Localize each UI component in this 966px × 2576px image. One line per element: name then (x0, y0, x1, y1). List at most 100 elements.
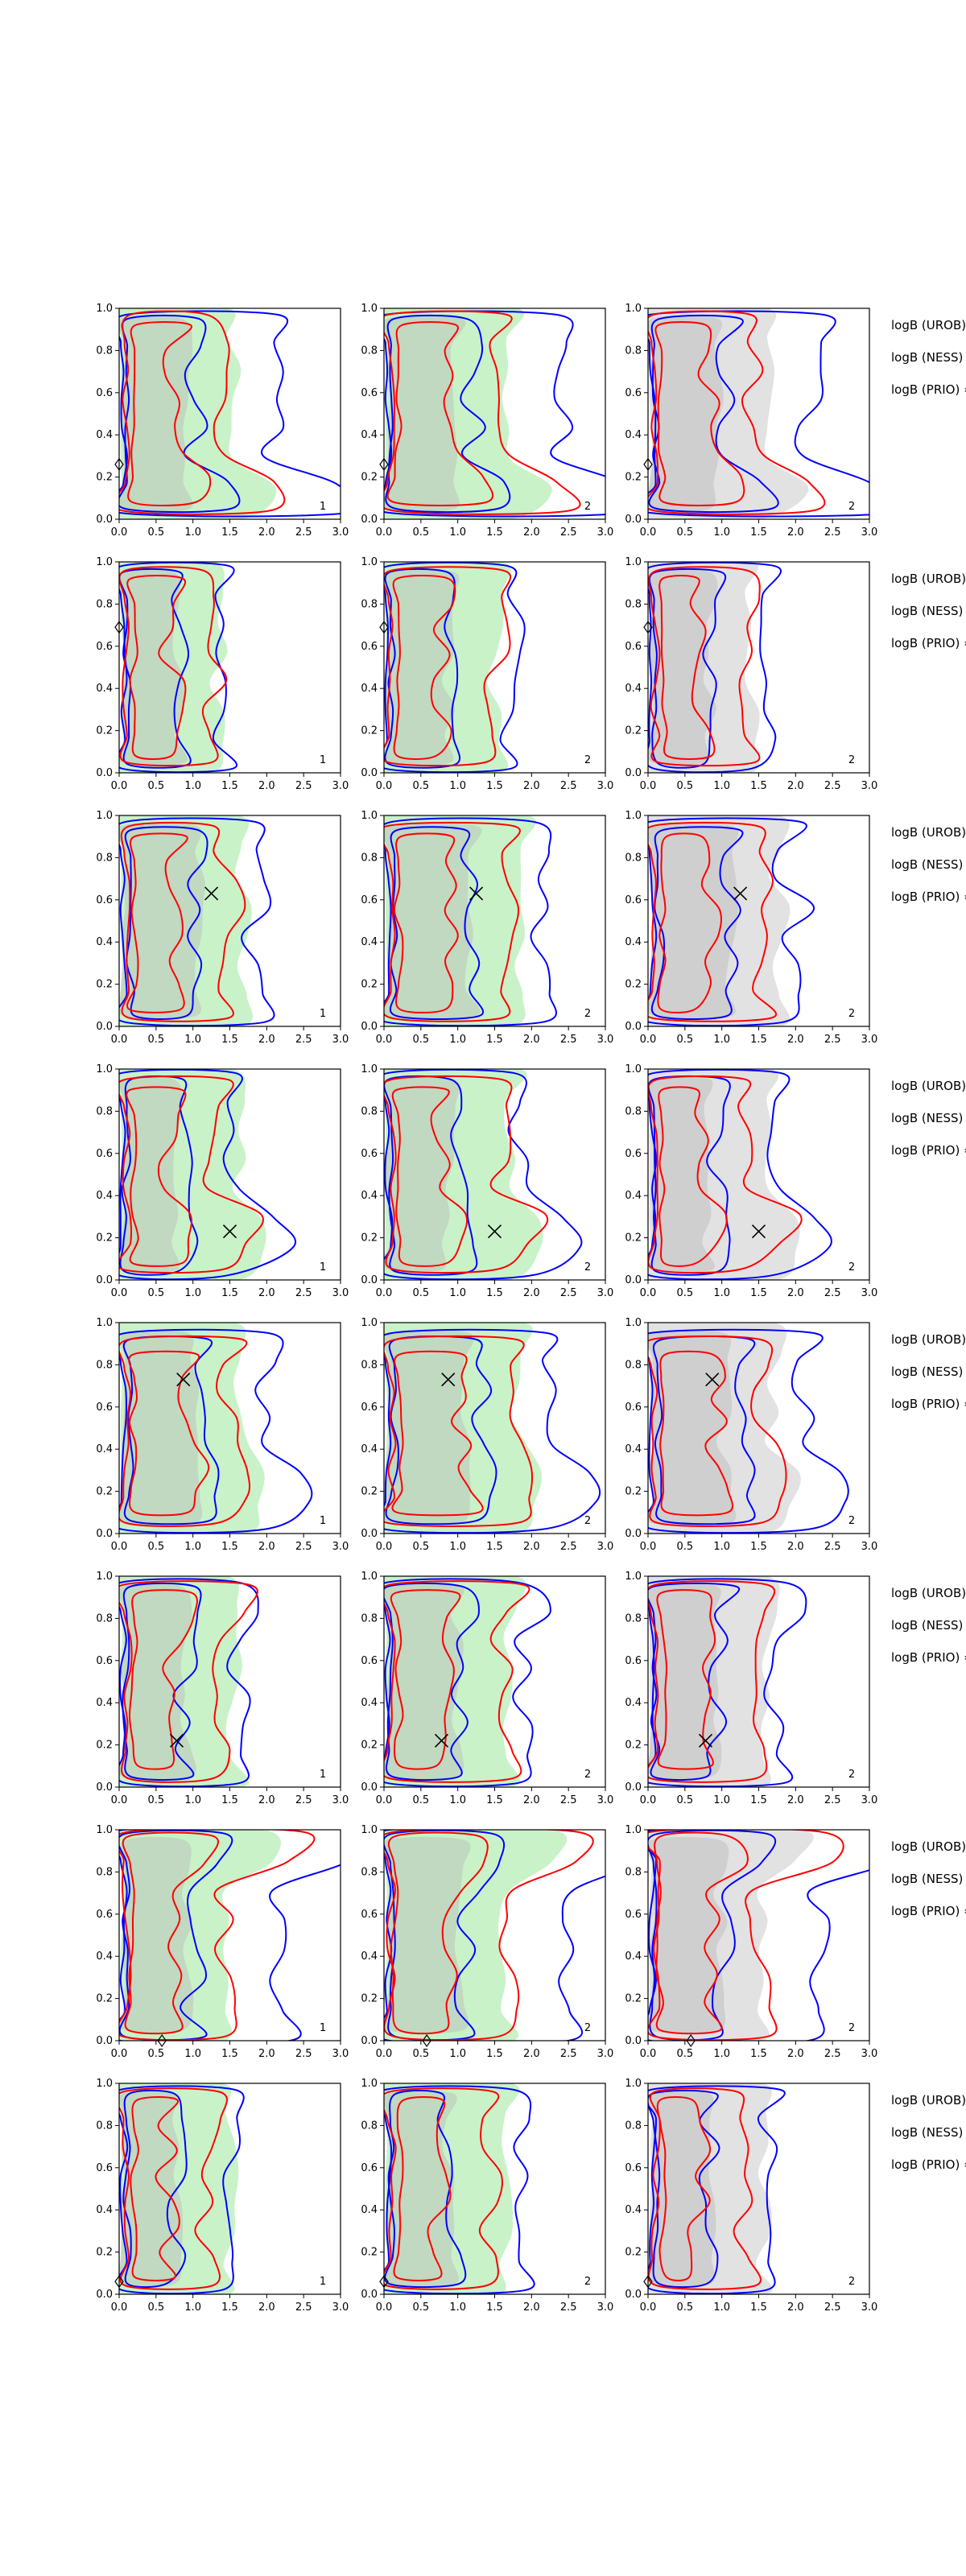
y-tick-label: 0.8 (625, 1866, 642, 1878)
y-tick-label: 0.2 (361, 1740, 378, 1752)
true-value-marker (434, 1733, 449, 1748)
x-tick-label: 0.0 (640, 2301, 657, 2314)
x-tick-label: 2.0 (787, 1287, 804, 1299)
x-tick-label: 2.0 (258, 1794, 275, 1806)
x-tick-label: 2.0 (787, 1794, 804, 1806)
x-tick-label: 0.0 (111, 1794, 128, 1806)
red-contour (122, 1831, 219, 2035)
density-fill-inner (384, 2090, 459, 2288)
logb-label: logB (PRIO) = (891, 1904, 966, 1918)
density-fill-outer (119, 2083, 239, 2294)
x-tick-label: 0.5 (676, 526, 693, 539)
logb-label: logB (PRIO) = (891, 2157, 966, 2172)
red-contour (656, 2096, 712, 2281)
x-tick-label: 2.0 (787, 780, 804, 792)
y-tick-label: 0.4 (361, 683, 378, 695)
logb-label: logB (PRIO) = (891, 636, 966, 650)
y-tick-label: 0.0 (361, 1528, 378, 1540)
x-tick-label: 2.5 (560, 526, 577, 539)
x-tick-label: 2.0 (258, 2301, 275, 2314)
y-tick-label: 0.2 (361, 1232, 378, 1245)
x-tick-label: 1.5 (750, 780, 767, 792)
red-contour (659, 1350, 734, 1517)
y-tick-label: 0.4 (96, 683, 113, 695)
x-tick-label: 1.0 (449, 2048, 466, 2060)
x-tick-label: 0.0 (376, 1794, 393, 1806)
x-tick-label: 2.0 (258, 1541, 275, 1553)
y-tick-label: 1.0 (361, 2078, 378, 2090)
logb-label: logB (PRIO) = (891, 382, 966, 397)
x-tick-label: 1.5 (221, 526, 238, 539)
logb-label: logB (NESS) = (891, 350, 966, 365)
y-tick-label: 0.2 (625, 2247, 642, 2259)
density-fill-inner (384, 1075, 460, 1274)
y-tick-label: 0.2 (96, 1740, 113, 1752)
y-tick-label: 0.2 (361, 979, 378, 991)
x-tick-label: 1.0 (713, 1541, 730, 1553)
y-tick-label: 0.4 (361, 1443, 378, 1455)
panel-annotation: 2 (848, 2276, 855, 2288)
density-fill-outer (648, 1576, 780, 1787)
x-tick-label: 0.5 (676, 780, 693, 792)
y-tick-label: 0.4 (96, 1697, 113, 1709)
x-tick-label: 2.5 (824, 2301, 841, 2314)
x-tick-label: 2.5 (824, 1287, 841, 1299)
density-fill-outer (119, 562, 228, 773)
y-tick-label: 0.0 (96, 1528, 113, 1540)
x-tick-label: 1.5 (486, 526, 503, 539)
y-tick-label: 0.4 (96, 429, 113, 441)
x-tick-label: 0.5 (676, 2301, 693, 2314)
blue-contour (384, 2089, 467, 2289)
true-value-marker (733, 886, 748, 901)
red-contour (119, 1335, 251, 1527)
y-tick-label: 0.8 (625, 598, 642, 610)
y-tick-label: 0.6 (361, 641, 378, 653)
panel-annotation: 2 (848, 1515, 855, 1527)
x-tick-label: 2.0 (523, 1541, 540, 1553)
density-fill-inner (648, 1329, 737, 1527)
red-contour (119, 310, 286, 515)
x-tick-label: 1.0 (449, 1034, 466, 1046)
panel-annotation: 2 (584, 501, 591, 513)
x-tick-label: 2.0 (258, 1287, 275, 1299)
x-tick-label: 3.0 (332, 1794, 349, 1806)
panel-annotation: 2 (584, 1769, 591, 1781)
density-fill-outer (648, 1069, 800, 1280)
x-tick-label: 1.5 (486, 780, 503, 792)
red-contour (126, 832, 188, 1013)
y-tick-label: 0.0 (361, 1274, 378, 1286)
density-fill-outer (384, 815, 536, 1026)
y-tick-label: 1.0 (625, 810, 642, 822)
blue-contour (119, 1830, 341, 2041)
y-tick-label: 0.0 (361, 1781, 378, 1794)
density-fill-inner (119, 568, 188, 766)
blue-contour (648, 1069, 832, 1280)
red-contour (648, 566, 761, 767)
y-tick-label: 1.0 (361, 556, 378, 568)
x-tick-label: 3.0 (861, 1034, 878, 1046)
x-tick-label: 1.0 (713, 1794, 730, 1806)
red-contour (120, 821, 246, 1022)
x-tick-label: 1.5 (750, 526, 767, 539)
x-tick-label: 3.0 (597, 2048, 614, 2060)
blue-contour (384, 1328, 601, 1534)
panel-r2-c2: 0.0 0.5 1.0 1.5 2.0 2.5 3.0 0.0 0.2 0.4 0.6 0.8 1.0 2 (361, 556, 613, 792)
panel-r2-c1: 0.0 0.5 1.0 1.5 2.0 2.5 3.0 0.0 0.2 0.4 0.6 0.8 1.0 1 (96, 556, 349, 792)
y-tick-label: 0.6 (625, 641, 642, 653)
y-tick-label: 0.6 (96, 1909, 113, 1921)
panel-annotation: 2 (848, 501, 855, 513)
y-tick-label: 0.6 (361, 2162, 378, 2174)
x-tick-label: 1.0 (184, 526, 201, 539)
x-tick-label: 1.5 (750, 1794, 767, 1806)
y-tick-label: 0.0 (96, 1021, 113, 1033)
logb-label: logB (NESS) = (891, 1872, 966, 1886)
y-tick-label: 0.8 (625, 852, 642, 864)
panel-r4-c1: 0.0 0.5 1.0 1.5 2.0 2.5 3.0 0.0 0.2 0.4 0.6 0.8 1.0 1 (96, 1063, 349, 1299)
panel-annotation: 1 (320, 2276, 326, 2288)
x-tick-label: 1.5 (221, 1034, 238, 1046)
x-tick-label: 2.5 (295, 1541, 312, 1553)
y-tick-label: 0.6 (96, 2162, 113, 2174)
y-tick-label: 1.0 (361, 1063, 378, 1075)
red-contour (384, 2087, 503, 2290)
